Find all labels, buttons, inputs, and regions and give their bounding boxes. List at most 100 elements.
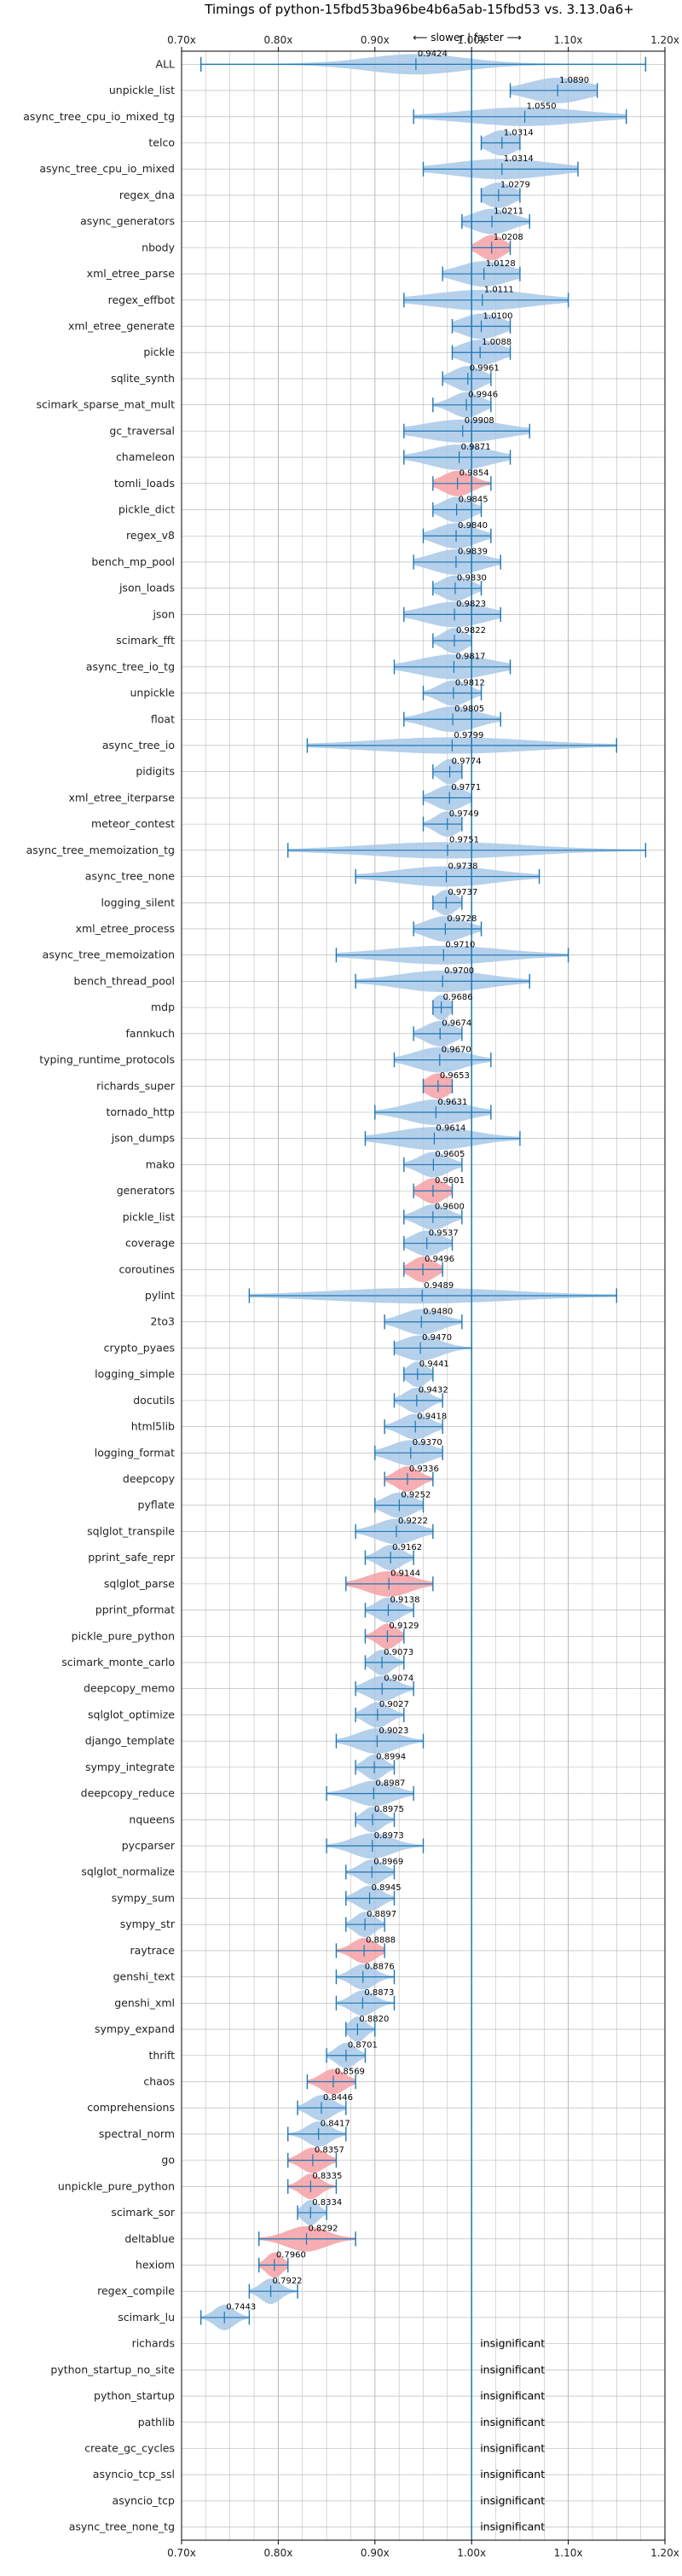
benchmark-label: sympy_sum: [112, 1891, 175, 1904]
benchmark-label: fannkuch: [126, 1027, 175, 1040]
insignificant-label: insignificant: [480, 2363, 545, 2376]
value-label: 0.8357: [315, 2145, 344, 2155]
value-label: 0.9601: [435, 1176, 465, 1186]
value-label: 0.9074: [384, 1674, 413, 1684]
value-label: 0.9854: [459, 469, 489, 479]
value-label: 0.9653: [440, 1071, 470, 1081]
x-tick-label-bottom: 0.70x: [167, 2547, 196, 2559]
benchmark-label: async_tree_none: [85, 870, 176, 883]
benchmark-label: gc_traversal: [109, 424, 175, 437]
benchmark-label: deepcopy: [123, 1472, 176, 1485]
value-label: 0.9027: [379, 1700, 409, 1709]
benchmark-label: unpickle: [130, 687, 175, 699]
benchmark-label: pprint_pformat: [95, 1604, 175, 1616]
benchmark-label: regex_compile: [97, 2284, 175, 2297]
value-label: 0.9424: [418, 49, 448, 59]
value-label: 0.9946: [468, 390, 498, 399]
value-label: 0.8701: [348, 2041, 378, 2051]
value-label: 0.8888: [366, 1936, 396, 1946]
value-label: 0.9823: [456, 600, 486, 609]
benchmark-label: ALL: [156, 57, 176, 70]
benchmark-label: python_startup_no_site: [50, 2363, 175, 2376]
value-label: 0.8897: [367, 1910, 396, 1919]
benchmark-label: async_tree_memoization: [43, 949, 175, 961]
x-tick-label-top: 1.10x: [554, 34, 583, 46]
value-label: 0.9496: [425, 1255, 454, 1264]
benchmark-label: generators: [117, 1184, 175, 1197]
x-tick-label-top: 0.80x: [263, 34, 292, 46]
benchmark-label: xml_etree_iterparse: [68, 791, 175, 804]
benchmark-label: pickle_list: [123, 1210, 175, 1223]
insignificant-label: insignificant: [480, 2494, 545, 2507]
value-label: 0.9728: [447, 914, 477, 924]
benchmark-label: deltablue: [124, 2232, 175, 2245]
benchmark-label: json: [152, 607, 175, 620]
value-label: 0.9674: [442, 1019, 471, 1029]
benchmark-label: python_startup: [94, 2389, 175, 2402]
value-label: 0.8973: [374, 1831, 404, 1841]
benchmark-label: async_tree_io_tg: [86, 660, 175, 673]
value-label: 1.0088: [482, 338, 512, 347]
value-label: 0.8873: [364, 1988, 394, 1998]
benchmark-label: async_tree_io: [102, 739, 175, 751]
benchmark-label: sqlite_synth: [111, 372, 175, 385]
value-label: 0.9631: [437, 1098, 467, 1107]
benchmark-label: chaos: [143, 2074, 175, 2087]
benchmark-label: float: [151, 712, 175, 725]
benchmark-label: unpickle_pure_python: [58, 2179, 175, 2192]
benchmark-label: mako: [146, 1157, 175, 1170]
value-label: 0.9751: [449, 836, 479, 845]
benchmark-label: pprint_safe_repr: [88, 1551, 176, 1564]
value-label: 1.0211: [494, 206, 523, 216]
insignificant-label: insignificant: [480, 2416, 545, 2428]
value-label: 0.7960: [276, 2250, 306, 2260]
benchmark-label: richards_super: [96, 1079, 176, 1092]
value-label: 0.9774: [452, 757, 482, 766]
benchmark-label: scimark_lu: [118, 2311, 175, 2324]
value-label: 1.0100: [483, 311, 513, 321]
value-label: 0.9839: [458, 548, 488, 557]
violins: [199, 54, 647, 2330]
value-label: 0.9738: [448, 862, 477, 871]
benchmark-label: sqlglot_transpile: [87, 1524, 175, 1537]
value-label: 0.9614: [436, 1123, 465, 1133]
value-label: 0.7922: [273, 2277, 303, 2286]
insignificant-label: insignificant: [480, 2389, 545, 2402]
benchmark-label: json_loads: [118, 582, 175, 595]
benchmark-label: regex_v8: [126, 529, 175, 542]
benchmark-label: regex_dna: [119, 189, 175, 201]
value-label: 0.9138: [390, 1595, 419, 1604]
benchmark-label: json_dumps: [111, 1132, 175, 1145]
value-label: 0.7443: [226, 2303, 256, 2312]
value-label: 0.9961: [470, 364, 500, 374]
benchmark-label: coverage: [125, 1237, 175, 1250]
benchmark-label: regex_effbot: [108, 293, 175, 306]
benchmark-label: bench_thread_pool: [73, 974, 175, 987]
benchmark-label: asyncio_tcp_ssl: [93, 2468, 175, 2480]
benchmark-label: scimark_sparse_mat_mult: [37, 398, 176, 411]
benchmark-label: sympy_integrate: [85, 1761, 175, 1773]
value-label: 0.9700: [444, 966, 474, 976]
benchmark-label: genshi_xml: [114, 1996, 175, 2009]
benchmark-label: scimark_sor: [111, 2206, 175, 2219]
benchmark-label: hexiom: [136, 2258, 175, 2271]
benchmark-label: scimark_monte_carlo: [61, 1656, 175, 1668]
value-label: 0.9605: [435, 1150, 465, 1159]
benchmark-label: pyflate: [138, 1499, 176, 1511]
benchmark-label: unpickle_list: [109, 84, 175, 96]
x-tick-label-top: 1.00x: [457, 34, 486, 46]
value-label: 1.0128: [486, 259, 516, 269]
benchmark-label: sqlglot_normalize: [81, 1865, 175, 1878]
benchmark-label: typing_runtime_protocols: [39, 1053, 175, 1066]
benchmark-label: pycparser: [122, 1839, 176, 1852]
benchmark-label: tomli_loads: [114, 477, 175, 490]
benchmark-label: sqlglot_parse: [104, 1577, 175, 1590]
value-label: 0.8292: [309, 2225, 338, 2234]
x-tick-label-top: 0.70x: [167, 34, 196, 46]
insignificant-label: insignificant: [480, 2468, 545, 2480]
plot-frame: [181, 50, 666, 2541]
benchmark-label: sqlglot_optimize: [88, 1708, 175, 1720]
value-label: 0.9480: [423, 1308, 453, 1317]
value-label: 0.9336: [409, 1465, 439, 1474]
benchmark-label: comprehensions: [87, 2101, 175, 2114]
